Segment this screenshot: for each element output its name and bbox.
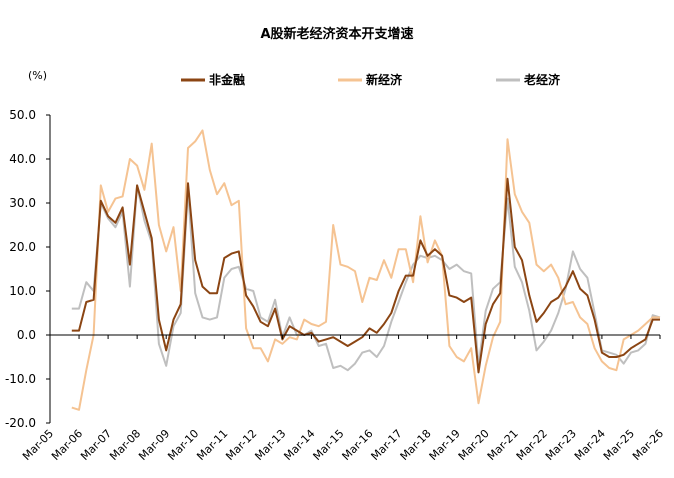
x-tick-label: Mar-20	[456, 427, 492, 463]
y-tick-label: 50.0	[9, 108, 36, 122]
x-axis-ticks: Mar-05Mar-06Mar-07Mar-08Mar-09Mar-10Mar-…	[20, 335, 666, 463]
legend-label-0: 非金融	[209, 72, 245, 87]
y-tick-label: 30.0	[9, 196, 36, 210]
x-tick-label: Mar-18	[398, 427, 434, 463]
y-tick-label: 40.0	[9, 152, 36, 166]
y-tick-label: 10.0	[9, 284, 36, 298]
series-line-0	[71, 177, 660, 374]
y-tick-label: -10.0	[5, 372, 36, 386]
x-tick-label: Mar-09	[136, 427, 172, 463]
x-tick-label: Mar-11	[194, 427, 230, 463]
x-tick-label: Mar-14	[281, 427, 317, 463]
x-tick-label: Mar-15	[311, 427, 347, 463]
y-tick-label: -20.0	[5, 416, 36, 430]
series-layer	[71, 129, 661, 411]
x-tick-label: Mar-19	[427, 427, 463, 463]
x-tick-label: Mar-24	[572, 427, 608, 463]
x-tick-label: Mar-22	[514, 427, 550, 463]
x-tick-label: Mar-17	[369, 427, 405, 463]
x-tick-label: Mar-13	[252, 427, 288, 463]
x-tick-label: Mar-16	[340, 427, 376, 463]
x-tick-label: Mar-25	[601, 427, 637, 463]
series-line-1	[71, 129, 660, 411]
series-line-2	[71, 184, 661, 372]
y-tick-label: 0.0	[17, 328, 36, 342]
x-tick-label: Mar-08	[107, 427, 143, 463]
x-tick-label: Mar-21	[485, 427, 521, 463]
x-tick-label: Mar-06	[49, 427, 85, 463]
legend: 非金融 新经济 老经济	[181, 72, 561, 87]
legend-label-2: 老经济	[524, 72, 561, 87]
x-tick-label: Mar-26	[630, 427, 666, 463]
chart-title: A股新老经济资本开支增速	[260, 26, 413, 42]
x-tick-label: Mar-12	[223, 427, 259, 463]
y-tick-label: 20.0	[9, 240, 36, 254]
y-axis-ticks: 50.0 40.0 30.0 20.0 10.0 0.0 -10.0 -20.0	[5, 108, 50, 430]
x-tick-label: Mar-07	[78, 427, 114, 463]
x-tick-label: Mar-23	[543, 427, 579, 463]
y-unit-label: (%)	[28, 69, 47, 82]
x-tick-label: Mar-05	[20, 427, 56, 463]
legend-label-1: 新经济	[366, 72, 403, 87]
x-tick-label: Mar-10	[165, 427, 201, 463]
